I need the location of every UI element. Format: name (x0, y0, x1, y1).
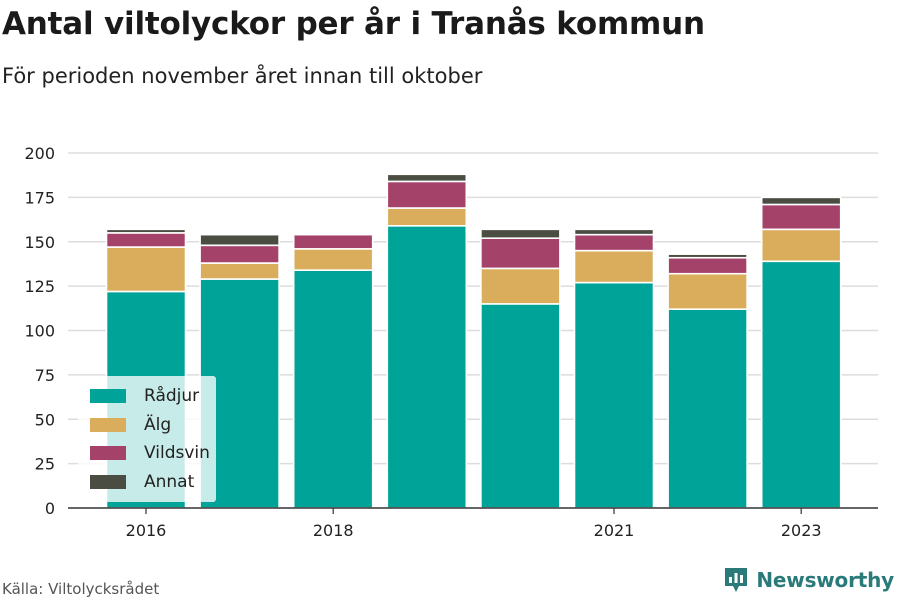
x-tick-label: 2016 (126, 521, 167, 540)
bar-segment-rådjur (480, 303, 561, 509)
legend-swatch (90, 417, 126, 432)
bar-segment-älg (573, 249, 655, 284)
bar-segment-annat (760, 196, 842, 206)
bar-segment-älg (386, 207, 468, 227)
y-tick-label: 0 (45, 499, 55, 518)
bar-segment-älg (480, 267, 561, 305)
legend-item: Rådjur (90, 382, 216, 411)
bar-segment-älg (760, 228, 842, 263)
legend-item: Annat (90, 468, 216, 497)
bar-segment-vildsvin (105, 232, 187, 248)
bar-segment-rådjur (760, 260, 842, 509)
bars (105, 173, 842, 509)
bar-segment-vildsvin (386, 180, 468, 209)
bar-stack-2020 (480, 228, 561, 509)
legend-swatch (90, 446, 126, 461)
brand-name: Newsworthy (756, 568, 894, 592)
legend-swatch (90, 389, 126, 404)
x-tick-label: 2018 (313, 521, 354, 540)
chart-title: Antal viltolyckor per år i Tranås kommun (2, 6, 705, 42)
y-tick-label: 125 (24, 277, 55, 296)
bar-segment-rådjur (292, 269, 374, 509)
bar-segment-älg (292, 248, 374, 271)
bar-segment-vildsvin (760, 203, 842, 231)
y-tick-label: 175 (24, 188, 55, 207)
bar-segment-vildsvin (199, 244, 280, 264)
y-tick-label: 25 (35, 455, 55, 474)
legend: Rådjur Älg Vildsvin Annat (78, 376, 216, 502)
legend-label: Älg (144, 414, 172, 435)
bar-segment-rådjur (667, 308, 748, 509)
legend-item: Vildsvin (90, 439, 216, 468)
x-tick-label: 2023 (781, 521, 822, 540)
bar-segment-annat (667, 253, 748, 259)
x-tick-label: 2021 (594, 521, 635, 540)
bar-stack-2021 (573, 228, 655, 509)
bar-segment-annat (573, 228, 655, 236)
bar-segment-älg (105, 246, 187, 293)
y-tick-label: 150 (24, 233, 55, 252)
bar-segment-annat (480, 228, 561, 239)
source-note: Källa: Viltolycksrådet (2, 580, 160, 598)
bar-stack-2018 (292, 233, 374, 509)
bar-segment-annat (105, 228, 187, 234)
bar-segment-vildsvin (573, 233, 655, 252)
y-tick-label: 50 (35, 410, 55, 429)
bar-stack-2023 (760, 196, 842, 509)
bar-segment-vildsvin (292, 233, 374, 250)
y-tick-label: 75 (35, 366, 55, 385)
brand-logo: Newsworthy (723, 566, 894, 594)
legend-item: Älg (90, 411, 216, 440)
bar-segment-annat (386, 173, 468, 183)
bar-segment-vildsvin (667, 256, 748, 275)
bar-segment-älg (667, 272, 748, 311)
x-axis-ticks: 2016 2018 2021 2023 (126, 508, 822, 540)
y-tick-label: 100 (24, 322, 55, 341)
bar-segment-annat (199, 233, 280, 247)
bar-segment-rådjur (386, 224, 468, 509)
y-tick-label: 200 (24, 144, 55, 163)
legend-label: Vildsvin (144, 443, 210, 464)
bar-segment-älg (199, 262, 280, 280)
legend-label: Annat (144, 471, 195, 492)
chart-subtitle: För perioden november året innan till ok… (2, 64, 483, 88)
legend-swatch (90, 474, 126, 489)
bar-stack-2022 (667, 253, 748, 509)
legend-label: Rådjur (144, 386, 200, 407)
y-axis-ticks: 0 25 50 75 100 125 150 175 200 (24, 144, 55, 518)
newsworthy-logo-icon (725, 568, 748, 592)
bar-segment-rådjur (573, 281, 655, 509)
bar-segment-vildsvin (480, 237, 561, 270)
bar-stack-2019 (386, 173, 468, 509)
